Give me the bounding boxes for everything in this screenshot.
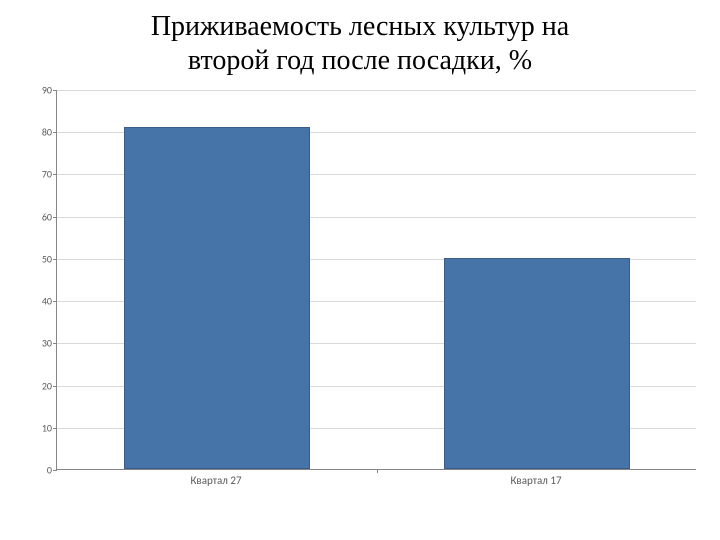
y-tick-label: 0: [47, 464, 52, 477]
y-tick-label: 50: [42, 252, 52, 265]
x-tick-label: Квартал 17: [510, 474, 561, 487]
y-tick-mark: [53, 132, 57, 133]
x-axis-labels: Квартал 27 Квартал 17: [56, 474, 696, 504]
y-tick-mark: [53, 259, 57, 260]
gridline: [57, 90, 696, 91]
y-tick-mark: [53, 217, 57, 218]
y-tick-label: 40: [42, 295, 52, 308]
y-tick-mark: [53, 174, 57, 175]
y-tick-label: 90: [42, 84, 52, 97]
bar: [124, 127, 310, 469]
y-tick-mark: [53, 343, 57, 344]
y-tick-label: 60: [42, 210, 52, 223]
y-tick-mark: [53, 386, 57, 387]
y-tick-mark: [53, 428, 57, 429]
chart-title: Приживаемость лесных культур на второй г…: [0, 0, 720, 77]
y-tick-label: 30: [42, 337, 52, 350]
title-line-2: второй год после посадки, %: [188, 45, 532, 76]
y-tick-mark: [53, 90, 57, 91]
slide: Приживаемость лесных культур на второй г…: [0, 0, 720, 540]
y-tick-label: 20: [42, 379, 52, 392]
bar-chart: 0102030405060708090 Квартал 27Квартал 17: [28, 90, 700, 510]
x-tick-label: Квартал 27: [190, 474, 241, 487]
y-axis: 0102030405060708090: [28, 90, 56, 470]
y-tick-mark: [53, 470, 57, 471]
x-tick-mark: [377, 469, 378, 473]
title-line-1: Приживаемость лесных культур на: [151, 11, 569, 42]
y-tick-mark: [53, 301, 57, 302]
y-tick-label: 70: [42, 168, 52, 181]
bar: [444, 258, 630, 469]
y-tick-label: 10: [42, 421, 52, 434]
plot-area: [56, 90, 696, 470]
y-tick-label: 80: [42, 126, 52, 139]
